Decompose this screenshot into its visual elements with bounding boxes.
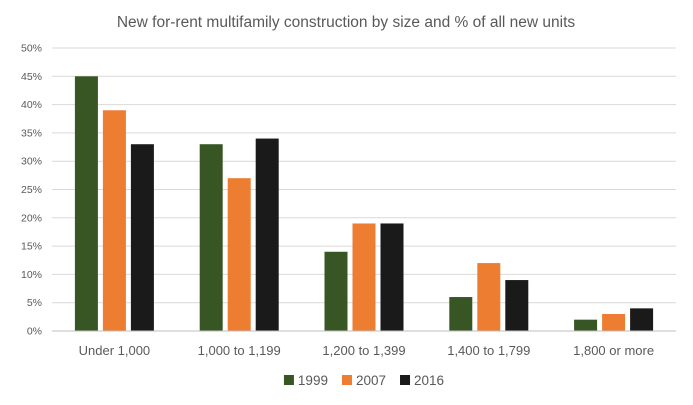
x-axis-categories: Under 1,000 1,000 to 1,199 1,200 to 1,399 1…	[79, 343, 654, 358]
x-category-label: 1,200 to 1,399	[322, 343, 405, 358]
bar-2016	[255, 138, 279, 331]
x-category-label: 1,000 to 1,199	[198, 343, 281, 358]
y-tick-label: 45%	[21, 71, 42, 83]
legend-label: 2007	[356, 373, 386, 388]
legend-label: 2016	[414, 373, 444, 388]
legend-item: 2007	[341, 373, 386, 388]
bar-2016	[380, 223, 404, 331]
bar-1999	[449, 297, 473, 331]
bar-1999	[324, 251, 348, 331]
legend-item: 1999	[283, 373, 328, 388]
x-category-label: 1,400 to 1,799	[447, 343, 530, 358]
bar-2007	[227, 178, 251, 331]
y-tick-label: 40%	[21, 99, 42, 111]
bar-2016	[505, 280, 529, 331]
legend-swatch	[283, 375, 294, 385]
bar-2007	[477, 263, 501, 331]
gridlines	[52, 47, 676, 304]
y-tick-label: 30%	[21, 156, 42, 168]
bar-2007	[602, 314, 626, 331]
bar-1999	[199, 144, 223, 331]
bar-2016	[630, 308, 654, 331]
legend-item: 2016	[400, 373, 444, 388]
y-tick-label: 35%	[21, 127, 42, 139]
bar-1999	[574, 319, 598, 331]
y-tick-label: 25%	[21, 184, 42, 196]
x-category-label: 1,800 or more	[573, 343, 654, 358]
y-axis-ticks: 0% 5% 10% 15% 20% 25% 30% 35% 40% 45% 50%	[21, 43, 42, 338]
bar-2007	[352, 223, 376, 331]
y-tick-label: 5%	[27, 297, 42, 309]
x-category-label: Under 1,000	[79, 343, 151, 358]
legend-label: 1999	[298, 373, 328, 388]
y-tick-label: 10%	[21, 269, 42, 281]
y-tick-label: 20%	[21, 212, 42, 224]
y-tick-label: 0%	[27, 326, 42, 338]
legend-swatch	[400, 375, 411, 385]
bar-2016	[130, 144, 154, 331]
y-tick-label: 15%	[21, 241, 42, 253]
legend-swatch	[341, 375, 352, 385]
legend: 1999 2007 2016	[283, 373, 444, 388]
chart-title: New for-rent multifamily construction by…	[117, 14, 576, 31]
bars	[74, 76, 654, 331]
bar-1999	[74, 76, 98, 331]
y-tick-label: 50%	[21, 43, 42, 55]
bar-2007	[102, 110, 126, 331]
